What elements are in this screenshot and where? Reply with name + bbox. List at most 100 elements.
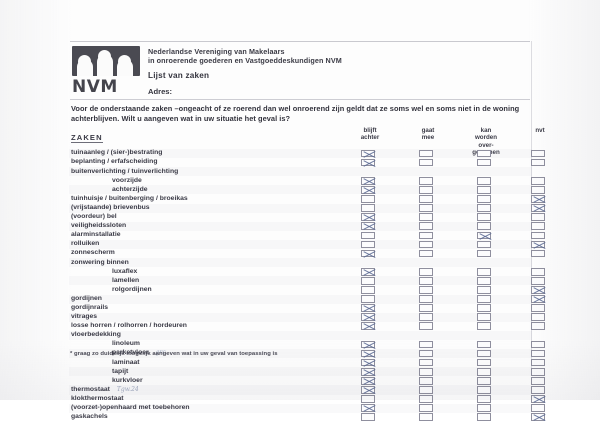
checkbox-cell-blijft_achter[interactable] (348, 349, 392, 358)
checkbox-cell-kan_worden_overgenomen[interactable] (464, 286, 508, 295)
checkbox-cell-blijft_achter[interactable] (348, 277, 392, 286)
checkbox-nvt[interactable] (531, 413, 545, 421)
checkbox-cell-nvt[interactable] (518, 267, 562, 277)
checkbox-cell-kan_worden_overgenomen[interactable] (464, 267, 508, 277)
checkbox-cell-gaat_mee[interactable] (406, 158, 450, 167)
checkbox-gaat_mee[interactable] (419, 231, 433, 240)
checkbox-cell-nvt[interactable] (518, 249, 562, 258)
checkbox-cell-kan_worden_overgenomen[interactable] (464, 295, 508, 304)
checkbox-cell-nvt[interactable] (518, 213, 562, 222)
checkbox-cell-blijft_achter[interactable] (348, 222, 392, 231)
checkbox-cell-blijft_achter[interactable] (348, 186, 392, 195)
checkbox-gaat_mee[interactable] (419, 386, 433, 394)
checkbox-cell-blijft_achter[interactable] (348, 240, 392, 249)
checkbox-nvt[interactable] (531, 322, 545, 331)
checkbox-cell-kan_worden_overgenomen[interactable] (464, 386, 508, 395)
checkbox-cell-blijft_achter[interactable] (348, 358, 392, 367)
checkbox-cell-nvt[interactable] (518, 304, 562, 313)
checkbox-cell-gaat_mee[interactable] (406, 295, 450, 304)
checkbox-blijft_achter[interactable] (361, 349, 375, 358)
checkbox-gaat_mee[interactable] (419, 349, 433, 358)
checkbox-cell-kan_worden_overgenomen[interactable] (464, 404, 508, 413)
checkbox-kan_worden_overgenomen[interactable] (477, 249, 491, 258)
checkbox-cell-nvt[interactable] (518, 395, 562, 404)
checkbox-nvt[interactable] (531, 249, 545, 258)
checkbox-cell-gaat_mee[interactable] (406, 176, 450, 186)
checkbox-cell-nvt[interactable] (518, 240, 562, 249)
checkbox-blijft_achter[interactable] (361, 386, 375, 394)
checkbox-gaat_mee[interactable] (419, 395, 433, 403)
checkbox-cell-blijft_achter[interactable] (348, 413, 392, 422)
checkbox-cell-blijft_achter[interactable] (348, 267, 392, 277)
checkbox-nvt[interactable] (531, 277, 545, 285)
checkbox-nvt[interactable] (531, 149, 545, 158)
checkbox-blijft_achter[interactable] (361, 222, 375, 231)
checkbox-cell-blijft_achter[interactable] (348, 322, 392, 331)
checkbox-gaat_mee[interactable] (419, 158, 433, 167)
checkbox-nvt[interactable] (531, 186, 545, 194)
checkbox-blijft_achter[interactable] (361, 286, 375, 294)
checkbox-kan_worden_overgenomen[interactable] (477, 186, 491, 194)
checkbox-cell-gaat_mee[interactable] (406, 195, 450, 204)
checkbox-cell-nvt[interactable] (518, 277, 562, 286)
checkbox-cell-kan_worden_overgenomen[interactable] (464, 367, 508, 377)
checkbox-cell-kan_worden_overgenomen[interactable] (464, 395, 508, 404)
checkbox-cell-kan_worden_overgenomen[interactable] (464, 377, 508, 386)
checkbox-cell-nvt[interactable] (518, 377, 562, 386)
checkbox-gaat_mee[interactable] (419, 204, 433, 212)
checkbox-cell-nvt[interactable] (518, 404, 562, 413)
checkbox-blijft_achter[interactable] (361, 313, 375, 321)
checkbox-kan_worden_overgenomen[interactable] (477, 204, 491, 212)
checkbox-cell-gaat_mee[interactable] (406, 349, 450, 358)
checkbox-nvt[interactable] (531, 304, 545, 312)
checkbox-nvt[interactable] (531, 240, 545, 249)
checkbox-blijft_achter[interactable] (361, 176, 375, 185)
checkbox-cell-nvt[interactable] (518, 413, 562, 422)
checkbox-cell-gaat_mee[interactable] (406, 186, 450, 195)
checkbox-nvt[interactable] (531, 204, 545, 212)
checkbox-blijft_achter[interactable] (361, 149, 375, 158)
checkbox-gaat_mee[interactable] (419, 295, 433, 303)
checkbox-cell-blijft_achter[interactable] (348, 304, 392, 313)
checkbox-gaat_mee[interactable] (419, 176, 433, 185)
checkbox-kan_worden_overgenomen[interactable] (477, 395, 491, 403)
checkbox-cell-blijft_achter[interactable] (348, 176, 392, 186)
checkbox-kan_worden_overgenomen[interactable] (477, 295, 491, 303)
checkbox-cell-gaat_mee[interactable] (406, 240, 450, 249)
checkbox-cell-blijft_achter[interactable] (348, 195, 392, 204)
checkbox-kan_worden_overgenomen[interactable] (477, 240, 491, 249)
checkbox-cell-gaat_mee[interactable] (406, 395, 450, 404)
checkbox-gaat_mee[interactable] (419, 186, 433, 194)
checkbox-cell-nvt[interactable] (518, 176, 562, 186)
checkbox-cell-kan_worden_overgenomen[interactable] (464, 340, 508, 349)
checkbox-nvt[interactable] (531, 358, 545, 367)
checkbox-cell-blijft_achter[interactable] (348, 249, 392, 258)
checkbox-cell-kan_worden_overgenomen[interactable] (464, 240, 508, 249)
checkbox-cell-kan_worden_overgenomen[interactable] (464, 195, 508, 204)
checkbox-nvt[interactable] (531, 395, 545, 403)
checkbox-cell-gaat_mee[interactable] (406, 313, 450, 322)
checkbox-gaat_mee[interactable] (419, 340, 433, 349)
checkbox-gaat_mee[interactable] (419, 322, 433, 331)
checkbox-cell-gaat_mee[interactable] (406, 249, 450, 258)
checkbox-blijft_achter[interactable] (361, 322, 375, 331)
checkbox-cell-blijft_achter[interactable] (348, 158, 392, 167)
checkbox-kan_worden_overgenomen[interactable] (477, 286, 491, 294)
checkbox-kan_worden_overgenomen[interactable] (477, 213, 491, 221)
checkbox-cell-blijft_achter[interactable] (348, 386, 392, 395)
checkbox-cell-nvt[interactable] (518, 358, 562, 367)
checkbox-cell-gaat_mee[interactable] (406, 358, 450, 367)
checkbox-cell-gaat_mee[interactable] (406, 267, 450, 277)
checkbox-cell-nvt[interactable] (518, 295, 562, 304)
checkbox-cell-kan_worden_overgenomen[interactable] (464, 349, 508, 358)
checkbox-gaat_mee[interactable] (419, 304, 433, 312)
checkbox-cell-kan_worden_overgenomen[interactable] (464, 158, 508, 167)
checkbox-kan_worden_overgenomen[interactable] (477, 231, 491, 240)
checkbox-cell-gaat_mee[interactable] (406, 413, 450, 422)
checkbox-gaat_mee[interactable] (419, 367, 433, 376)
checkbox-cell-kan_worden_overgenomen[interactable] (464, 313, 508, 322)
checkbox-cell-gaat_mee[interactable] (406, 286, 450, 295)
checkbox-cell-blijft_achter[interactable] (348, 377, 392, 386)
checkbox-kan_worden_overgenomen[interactable] (477, 176, 491, 185)
checkbox-gaat_mee[interactable] (419, 249, 433, 258)
